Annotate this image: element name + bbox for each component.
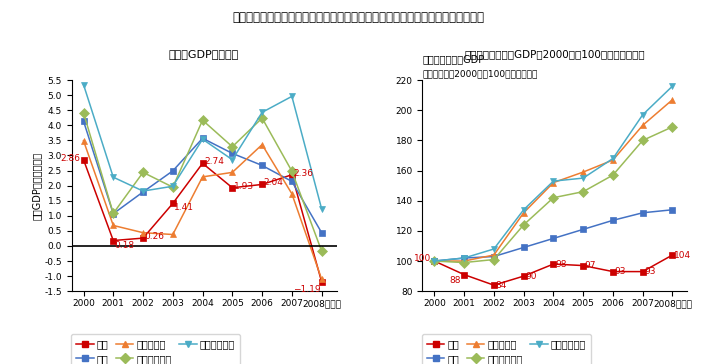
Legend: 日本, 米国, デンマーク, スウェーデン, フィンランド: 日本, 米国, デンマーク, スウェーデン, フィンランド — [422, 334, 591, 364]
Text: 84: 84 — [495, 281, 507, 290]
Text: 104: 104 — [674, 250, 691, 260]
Text: 2.36: 2.36 — [294, 169, 314, 178]
Text: −1.19: −1.19 — [293, 285, 320, 294]
Text: 0.18: 0.18 — [115, 241, 135, 250]
Text: 93: 93 — [614, 267, 626, 276]
Text: 93: 93 — [644, 267, 656, 276]
Text: 100: 100 — [414, 253, 431, 262]
Text: 2.74: 2.74 — [204, 157, 224, 166]
Text: 97: 97 — [585, 261, 596, 270]
Text: 日本はイノベーション環境の高評価が経済成長に結びついていないようにみえる: 日本はイノベーション環境の高評価が経済成長に結びついていないようにみえる — [232, 11, 484, 24]
Text: 98: 98 — [555, 260, 566, 269]
Y-axis label: 実質GDP成長率（％）: 実質GDP成長率（％） — [32, 151, 42, 220]
Text: 1.41: 1.41 — [174, 203, 194, 213]
Text: （一人当たり名目GDP（2000年を100とした指数））: （一人当たり名目GDP（2000年を100とした指数）） — [465, 49, 645, 59]
Legend: 日本, 米国, デンマーク, スウェーデン, フィンランド: 日本, 米国, デンマーク, スウェーデン, フィンランド — [71, 334, 240, 364]
Text: 88: 88 — [449, 276, 460, 285]
Text: 0.26: 0.26 — [145, 232, 165, 241]
Text: 1.93: 1.93 — [234, 182, 254, 191]
Text: 一人当たり名目GDP: 一人当たり名目GDP — [422, 54, 485, 64]
Text: 2.86: 2.86 — [61, 154, 80, 163]
Text: 2.04: 2.04 — [263, 178, 284, 187]
Text: 90: 90 — [525, 272, 536, 281]
Text: （米国ドル。2000年を100とした指数）: （米国ドル。2000年を100とした指数） — [422, 69, 538, 78]
Text: （実質GDP成長率）: （実質GDP成長率） — [169, 49, 239, 59]
